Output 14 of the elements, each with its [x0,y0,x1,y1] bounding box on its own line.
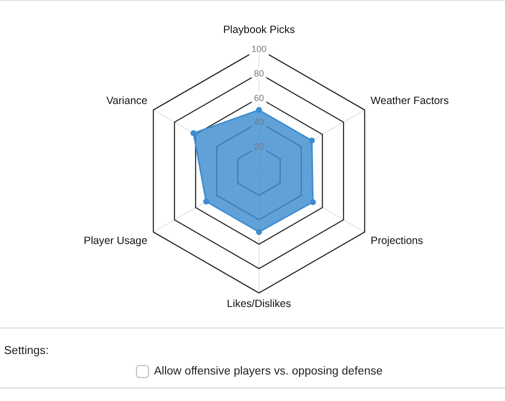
spoke-label: Weather Factors [370,95,449,107]
y-tick-label: 40 [254,117,264,128]
text: Settings: [4,345,49,357]
spoke-label: Player Usage [84,235,148,247]
y-tick-label: 80 [254,68,264,78]
checkbox[interactable] [136,365,149,378]
y-tick-label: 100 [251,44,267,54]
spoke-label: Variance [106,95,148,107]
spoke-label: Playbook Picks [223,24,295,36]
spoke-label: Likes/Dislikes [226,298,292,310]
y-tick-label: 60 [254,92,264,103]
spoke-label: Projections [370,235,424,247]
text: Allow offensive players vs. opposing defense [154,366,383,378]
y-tick-label: 20 [254,142,264,152]
